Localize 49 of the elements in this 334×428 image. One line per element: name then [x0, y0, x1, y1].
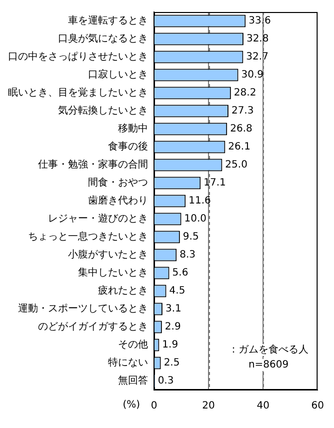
data-label: 5.6	[172, 268, 188, 279]
y-tick-label: 気分転換したいとき	[58, 104, 148, 117]
y-tick-label: 疲れたとき	[98, 284, 148, 297]
data-label: 32.7	[246, 52, 268, 63]
y-tick-label: 移動中	[118, 122, 148, 135]
data-label: 27.3	[231, 106, 254, 117]
data-label: 26.8	[230, 124, 252, 135]
data-label: 4.5	[169, 286, 186, 297]
y-tick-label: 歯磨き代わり	[88, 194, 148, 207]
data-label: 8.3	[180, 250, 196, 261]
y-tick-label: 口の中をさっぱりさせたいとき	[8, 50, 148, 63]
y-tick-label: その他	[118, 338, 148, 351]
annotation: ：ガムを食べる人	[228, 344, 309, 356]
y-tick-label: のどがイガイガするとき	[38, 322, 148, 333]
data-label: 3.1	[165, 304, 182, 315]
data-label: 1.9	[162, 340, 178, 351]
y-tick-label: 食事の後	[108, 140, 148, 153]
data-label: 2.9	[164, 322, 181, 333]
y-tick-label: レジャー・遊びのとき	[48, 212, 148, 225]
y-tick-label: 仕事・勉強・家事の合間	[38, 158, 148, 171]
annotation: n=8609	[248, 360, 289, 371]
data-label: 17.1	[204, 178, 226, 189]
data-label: 28.2	[234, 88, 256, 99]
data-label: 25.0	[225, 160, 248, 171]
data-label: 33.6	[248, 16, 271, 27]
data-label: 10.0	[184, 214, 207, 225]
x-axis-title: (%)	[122, 400, 140, 411]
x-tick-label: 40	[256, 400, 270, 412]
x-tick-label: 0	[150, 400, 158, 412]
data-label: 0.3	[158, 376, 174, 387]
y-tick-label: ちょっと一息つきたいとき	[28, 230, 148, 243]
data-label: 2.5	[164, 358, 180, 369]
y-tick-label: 無回答	[118, 374, 148, 387]
x-tick-label: 60	[311, 400, 324, 412]
data-label: 11.6	[188, 196, 211, 207]
y-tick-label: 眠いとき、目を覚ましたいとき	[8, 86, 148, 99]
x-tick-label: 20	[202, 400, 215, 412]
data-label: 32.8	[246, 34, 269, 45]
data-label: 9.5	[182, 232, 199, 243]
y-tick-label: 口寂しいとき	[88, 68, 148, 81]
data-label: 30.9	[241, 70, 264, 81]
y-tick-label: 特にない	[108, 356, 148, 369]
data-label: 26.1	[228, 142, 250, 153]
y-tick-label: 小腹がすいたとき	[68, 248, 148, 261]
y-tick-label: 口臭が気になるとき	[58, 32, 148, 45]
y-tick-label: 運動・スポーツしているとき	[18, 302, 148, 315]
y-tick-label: 集中したいとき	[78, 266, 148, 279]
y-tick-label: 間食・おやつ	[88, 176, 148, 189]
y-tick-label: 車を運転するとき	[68, 14, 148, 27]
